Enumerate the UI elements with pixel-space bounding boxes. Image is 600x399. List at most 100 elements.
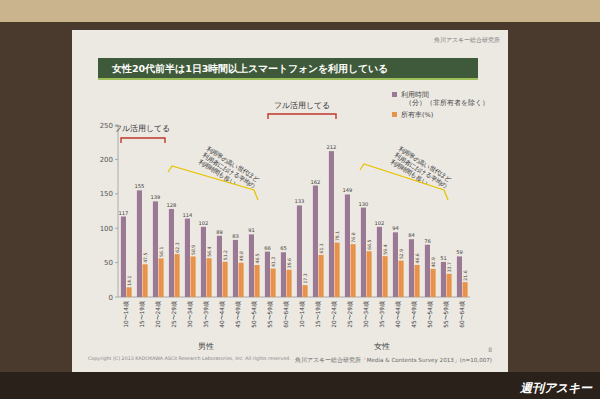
x-tick-label: 15〜19歳 [315, 301, 321, 328]
x-tick-label: 35〜39歳 [379, 301, 385, 328]
annotation: 利用率の高い世代ほど利用者における平均の利用時間も長い [198, 145, 261, 195]
ownership-bar [239, 263, 244, 297]
ownership-bar [367, 251, 372, 297]
x-tick-label: 45〜49歳 [235, 301, 241, 328]
ownership-bar [447, 274, 452, 297]
y-tick-label: 50 [104, 259, 113, 267]
bracket [121, 138, 165, 143]
x-tick-label: 30〜34歳 [187, 301, 193, 328]
x-tick-label: 30〜34歳 [363, 301, 369, 328]
title-underline [98, 78, 478, 80]
y-tick [115, 228, 118, 229]
ownership-bar [383, 256, 388, 297]
ownership-bar [303, 285, 308, 297]
annotation-line: 利用時間も長い [390, 158, 429, 186]
data-label: 76 [424, 238, 431, 244]
time-bar [329, 151, 334, 297]
data-label: 130 [358, 201, 368, 207]
data-label: 59.4 [383, 244, 388, 254]
time-bar [409, 239, 414, 297]
time-bar [425, 245, 430, 297]
data-label: 39.6 [287, 258, 292, 268]
ceiling [0, 0, 600, 22]
annotation: フル活用してる [274, 101, 330, 110]
x-tick-label: 25〜29歳 [347, 301, 353, 328]
data-label: 56.1 [159, 247, 164, 257]
data-label: 114 [182, 212, 193, 218]
time-bar [265, 252, 270, 297]
x-tick-label: 50〜54歳 [427, 301, 433, 328]
time-bar [121, 217, 126, 297]
x-tick-label: 60〜64歳 [283, 301, 289, 328]
time-bar [169, 209, 174, 297]
ownership-bar [351, 244, 356, 297]
data-label: 65 [280, 245, 287, 251]
bars [121, 151, 468, 297]
data-label: 41.3 [271, 257, 276, 267]
time-bar [137, 190, 142, 297]
data-label: 162 [310, 179, 320, 185]
y-tick [115, 262, 118, 263]
annotation-line: 利用時間も長い [198, 158, 237, 186]
data-label: 102 [374, 220, 384, 226]
y-tick [115, 193, 118, 194]
time-bar [185, 219, 190, 297]
data-label: 102 [198, 220, 208, 226]
data-label: 46.5 [255, 253, 260, 263]
x-tick-label: 20〜24歳 [155, 301, 161, 328]
x-tick-label: 10〜14歳 [299, 301, 305, 328]
group-label: 女性 [374, 342, 390, 351]
x-tick-label: 40〜44歳 [395, 301, 401, 328]
data-label: 139 [150, 194, 160, 200]
time-bar [457, 256, 462, 297]
header: 角川アスキー総合研究所 [434, 36, 500, 43]
x-tick-label: 55〜59歳 [443, 301, 449, 328]
legend-swatch [392, 92, 397, 97]
ownership-bar [463, 282, 468, 297]
data-label: 14.1 [127, 275, 132, 285]
ownership-bar [255, 265, 260, 297]
data-label: 133 [294, 198, 304, 204]
time-bar [201, 227, 206, 297]
time-bar [393, 232, 398, 297]
ownership-bar [143, 264, 148, 297]
time-bar [217, 236, 222, 297]
data-label: 84 [408, 232, 415, 238]
data-label: 128 [166, 202, 176, 208]
y-tick-label: 0 [109, 294, 113, 302]
data-label: 149 [342, 187, 352, 193]
data-label: 51 [440, 255, 447, 261]
ownership-bar [287, 270, 292, 297]
watermark: 週刊アスキー [519, 381, 593, 395]
legend-label: 利用時間（分）（非所有者を除く） [401, 91, 489, 107]
y-tick-label: 100 [100, 225, 113, 233]
y-tick-label: 200 [100, 156, 113, 164]
data-label: 117 [118, 210, 128, 216]
ownership-bar [335, 243, 340, 297]
data-label: 47.5 [143, 253, 148, 263]
data-label: 79.1 [335, 231, 340, 241]
group-label: 男性 [198, 342, 214, 351]
x-tick-label: 45〜49歳 [411, 301, 417, 328]
x-tick-label: 60〜64歳 [459, 301, 465, 328]
data-label: 46.6 [415, 253, 420, 263]
ownership-bar [271, 269, 276, 297]
legend-line: （分）（非所有者を除く） [405, 99, 489, 107]
time-bar [297, 205, 302, 297]
data-label: 33.7 [447, 262, 452, 272]
time-bar [377, 227, 382, 297]
data-label: 62.3 [175, 242, 180, 252]
ownership-bar [175, 254, 180, 297]
data-label: 66 [264, 245, 271, 251]
bracket [360, 164, 448, 200]
wall [0, 0, 600, 399]
time-bar [281, 252, 286, 297]
ownership-bar [223, 262, 228, 297]
x-tick-label: 35〜39歳 [203, 301, 209, 328]
data-label: 61.1 [319, 243, 324, 253]
legend-label: 所有率(%) [401, 111, 433, 119]
data-label: 94 [392, 225, 399, 231]
x-tick-label: 15〜19歳 [139, 301, 145, 328]
legend-swatch [392, 112, 397, 117]
data-label: 66.5 [367, 239, 372, 249]
